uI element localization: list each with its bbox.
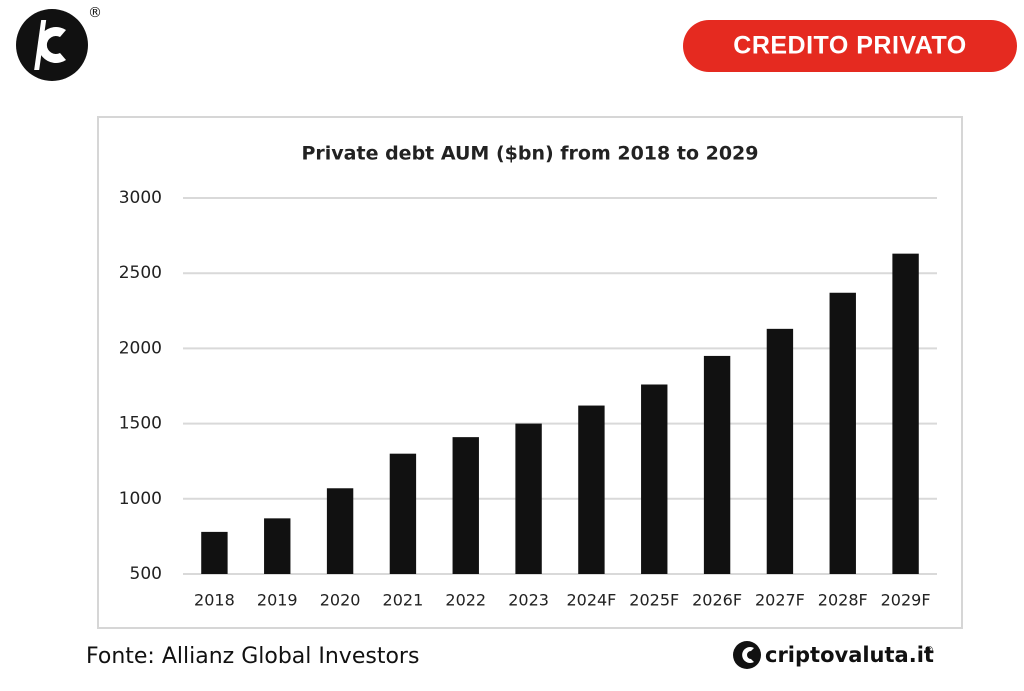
bar [703, 355, 731, 574]
bar [578, 405, 605, 574]
x-tick-label: 2018 [194, 591, 235, 610]
bar [201, 531, 228, 574]
bar [829, 292, 856, 574]
bar [641, 384, 668, 574]
bar [264, 518, 291, 574]
y-tick-label: 3000 [119, 188, 162, 208]
x-tick-label: 2022 [445, 591, 486, 610]
chart-title: Private debt AUM ($bn) from 2018 to 2029 [301, 143, 758, 165]
brand: criptovaluta.it [765, 643, 934, 667]
logo-glyph [38, 27, 66, 64]
x-tick-label: 2020 [320, 591, 361, 610]
x-tick-label: 2029F [881, 591, 931, 610]
bar [452, 437, 479, 574]
badge [683, 20, 1017, 72]
y-tick-label: 2500 [119, 263, 162, 283]
y-tick-label: 1000 [119, 489, 162, 509]
x-tick-label: 2027F [755, 591, 805, 610]
bar [515, 423, 542, 574]
x-tick-label: 2021 [383, 591, 424, 610]
x-tick-label: 2024F [566, 591, 616, 610]
brand-mark: ® [924, 645, 934, 656]
bar [326, 488, 354, 574]
x-tick-label: 2023 [508, 591, 549, 610]
x-tick-label: 2026F [692, 591, 742, 610]
bar [892, 253, 919, 574]
y-tick-label: 500 [130, 564, 162, 584]
source: Fonte: Allianz Global Investors [86, 644, 419, 669]
badge-text: CREDITO PRIVATO [733, 32, 966, 60]
plot: 500 1000 1500 2000 2500 3000 2018 2019 2020 2021 2… [119, 188, 937, 610]
x-tick-label: 2028F [818, 591, 868, 610]
x-tick-label: 2019 [257, 591, 298, 610]
logo [16, 9, 88, 81]
brand-logo-glyph [742, 647, 754, 664]
y-tick-label: 2000 [119, 338, 162, 358]
logo-glyph [34, 20, 47, 70]
logo-mark: ® [88, 5, 102, 21]
bar [766, 328, 794, 574]
bar [389, 453, 417, 574]
x-tick-label: 2025F [629, 591, 679, 610]
y-tick-label: 1500 [119, 414, 162, 434]
